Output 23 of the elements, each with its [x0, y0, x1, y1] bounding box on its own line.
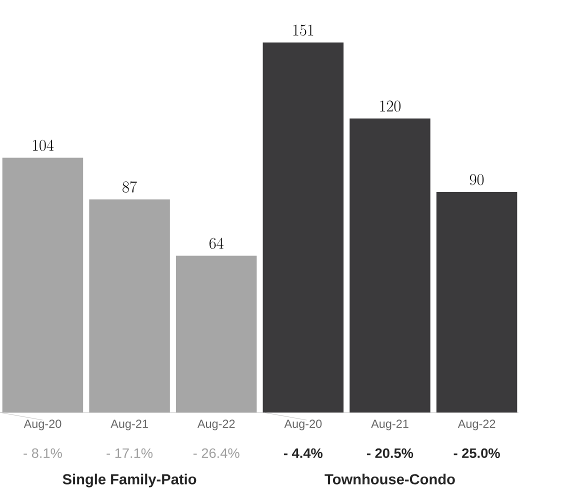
x-tick-label: Aug-20 — [24, 420, 62, 430]
text: Single Family-Patio — [62, 474, 196, 488]
text: - 25.0% — [454, 448, 500, 458]
data-label: 64 — [210, 238, 224, 249]
data-label: 120 — [380, 100, 401, 112]
x-tick-label: Aug-22 — [197, 420, 235, 430]
bar — [350, 118, 430, 413]
data-label: 151 — [293, 24, 314, 36]
text: - 17.1% — [106, 448, 153, 458]
x-tick-label: Aug-21 — [371, 420, 408, 430]
data-label: 90 — [470, 174, 484, 186]
text: - 20.5% — [367, 448, 414, 458]
text: - 4.4% — [284, 448, 323, 458]
x-tick-label: Aug-22 — [458, 420, 496, 430]
x-tick-label: Aug-20 — [284, 420, 322, 430]
x-tick-label: Aug-21 — [110, 420, 148, 430]
text: Townhouse-Condo — [324, 474, 455, 485]
bar — [262, 42, 344, 413]
text: - 26.4% — [193, 448, 240, 458]
data-label: 104 — [32, 140, 54, 151]
data-label: 87 — [122, 181, 137, 193]
text: - 8.1% — [24, 448, 62, 458]
bar — [436, 192, 518, 413]
